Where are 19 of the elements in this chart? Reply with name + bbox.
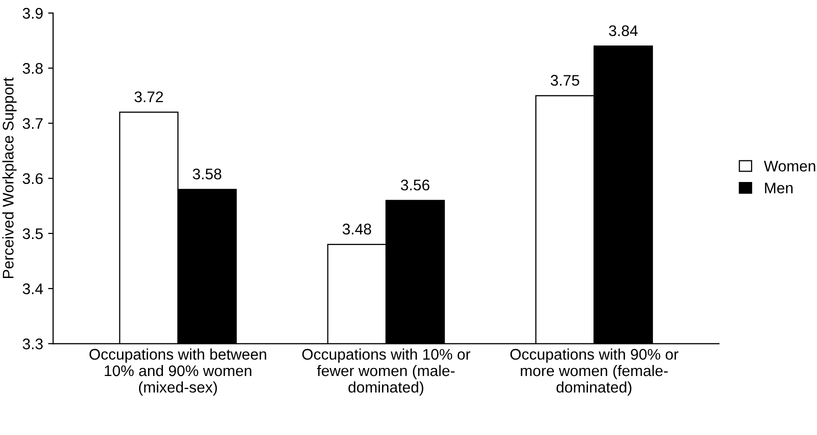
y-axis-title: Perceived Workplace Support [2,78,17,278]
x-tick-label: Occupations with 10% or fewer women (male- dominated) [302,348,470,396]
y-tick-label: 3.4 [22,283,43,294]
y-tick-label: 3.5 [22,228,43,240]
y-tick-label: 3.7 [22,118,43,129]
x-tick-label: Occupations with between 10% and 90% women (mixed-sex) [90,348,266,396]
data-label: 3.58 [192,168,222,180]
y-tick-label: 3.8 [22,63,43,74]
legend-label: Women [764,160,816,172]
data-label: 3.56 [400,180,430,190]
data-label: 3.48 [342,224,372,235]
y-tick-label: 3.9 [22,8,43,19]
data-label: 3.72 [134,91,163,102]
x-tick-label: Occupations with 90% or more women (female- dominated) [510,348,678,396]
legend-label: Men [765,182,793,194]
data-label: 3.84 [608,25,638,36]
y-tick-label: 3.6 [22,173,43,184]
y-tick-label: 3.3 [22,338,43,350]
data-label: 3.75 [550,74,580,86]
